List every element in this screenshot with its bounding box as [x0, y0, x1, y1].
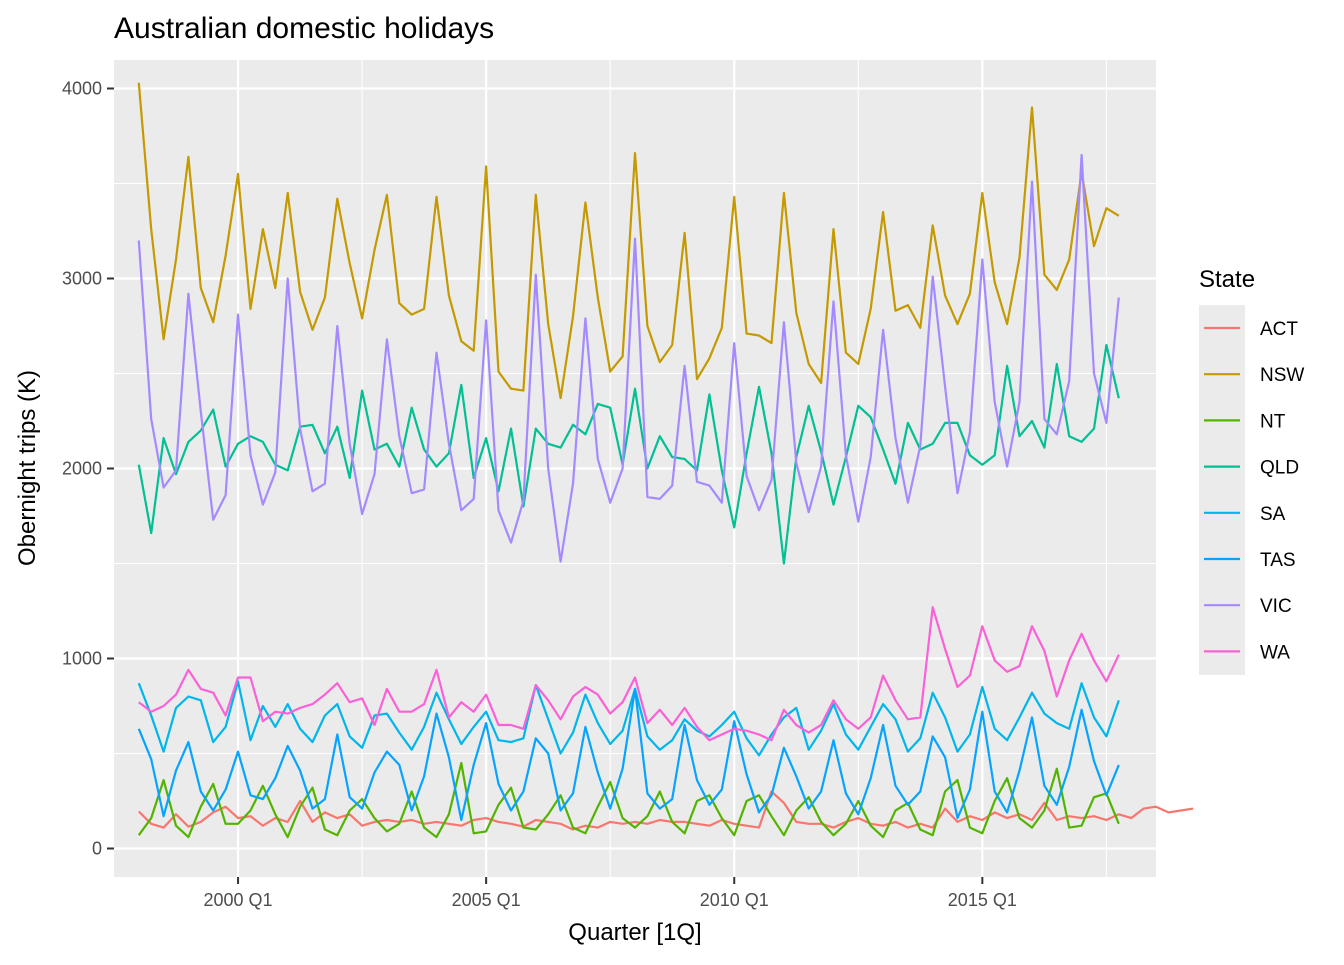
legend-label-tas: TAS — [1260, 550, 1296, 571]
series-line-qld — [137, 343, 1120, 565]
legend-label-vic: VIC — [1260, 596, 1292, 617]
x-axis-title: Quarter [1Q] — [568, 919, 701, 946]
legend-label-wa: WA — [1260, 642, 1290, 663]
chart-title: Australian domestic holidays — [114, 12, 494, 45]
series-line-sa — [137, 680, 1120, 757]
legend-label-sa: SA — [1260, 504, 1286, 525]
y-tick-label: 3000 — [62, 269, 102, 289]
y-tick-label: 0 — [92, 839, 102, 859]
y-axis-title: Obernight trips (K) — [14, 370, 41, 566]
series-line-wa — [138, 606, 1120, 742]
series-line-nt — [137, 761, 1120, 839]
series-line-nsw — [137, 82, 1120, 400]
legend-label-qld: QLD — [1260, 458, 1299, 479]
legend-title: State — [1199, 266, 1255, 293]
series-lines — [137, 82, 1194, 839]
x-axis: 2000 Q1 2005 Q1 2010 Q1 2015 Q1 — [204, 877, 1017, 910]
x-tick-label: 2000 Q1 — [204, 890, 273, 910]
y-axis: 0 1000 2000 3000 4000 — [62, 79, 114, 859]
x-tick-label: 2015 Q1 — [948, 890, 1017, 910]
legend: State ACT NSW NT QLD SA TAS VIC WA — [1199, 266, 1304, 675]
legend-label-act: ACT — [1260, 319, 1298, 340]
legend-items: ACT NSW NT QLD SA TAS VIC WA — [1204, 319, 1304, 663]
y-tick-label: 4000 — [62, 79, 102, 99]
x-tick-label: 2005 Q1 — [452, 890, 521, 910]
legend-label-nsw: NSW — [1260, 365, 1304, 386]
y-tick-label: 2000 — [62, 459, 102, 479]
y-tick-label: 1000 — [62, 649, 102, 669]
series-line-tas — [137, 687, 1120, 822]
legend-key-background — [1199, 305, 1245, 675]
series-line-vic — [137, 153, 1120, 563]
x-tick-label: 2010 Q1 — [700, 890, 769, 910]
legend-label-nt: NT — [1260, 411, 1286, 432]
